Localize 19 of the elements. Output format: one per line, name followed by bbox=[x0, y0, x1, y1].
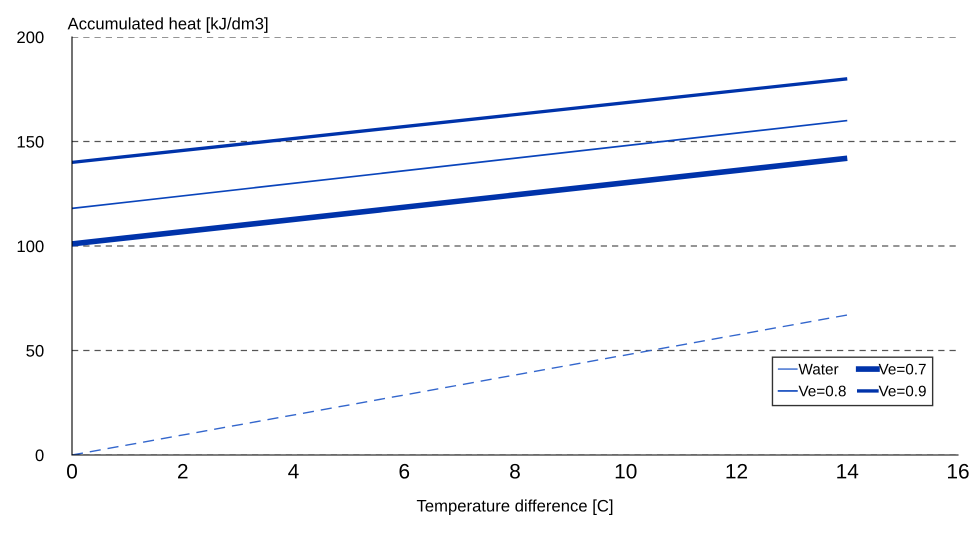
x-tick-label: 14 bbox=[837, 464, 858, 478]
y-axis-title: Accumulated heat [kJ/dm3] bbox=[68, 17, 268, 33]
y-tick-label: 50 bbox=[26, 344, 44, 357]
x-tick-label: 6 bbox=[400, 464, 410, 479]
legend-label: Water bbox=[798, 364, 838, 375]
y-tick-label: 150 bbox=[18, 136, 44, 148]
y-tick-label: 100 bbox=[18, 240, 44, 252]
x-tick-label: 2 bbox=[178, 464, 188, 478]
x-tick-label: 4 bbox=[288, 464, 299, 478]
x-axis-title: Temperature difference [C] bbox=[416, 499, 612, 515]
x-tick-label: 16 bbox=[948, 464, 969, 479]
x-tick-label: 10 bbox=[616, 464, 637, 479]
legend-label: Ve=0.8 bbox=[798, 386, 846, 396]
y-tick-label: 0 bbox=[36, 449, 44, 462]
x-tick-label: 8 bbox=[510, 464, 520, 479]
y-tick-label: 200 bbox=[17, 31, 44, 44]
x-tick-label: 12 bbox=[726, 464, 748, 478]
legend-label: Ve=0.9 bbox=[878, 386, 926, 396]
x-tick-label: 0 bbox=[67, 464, 77, 479]
